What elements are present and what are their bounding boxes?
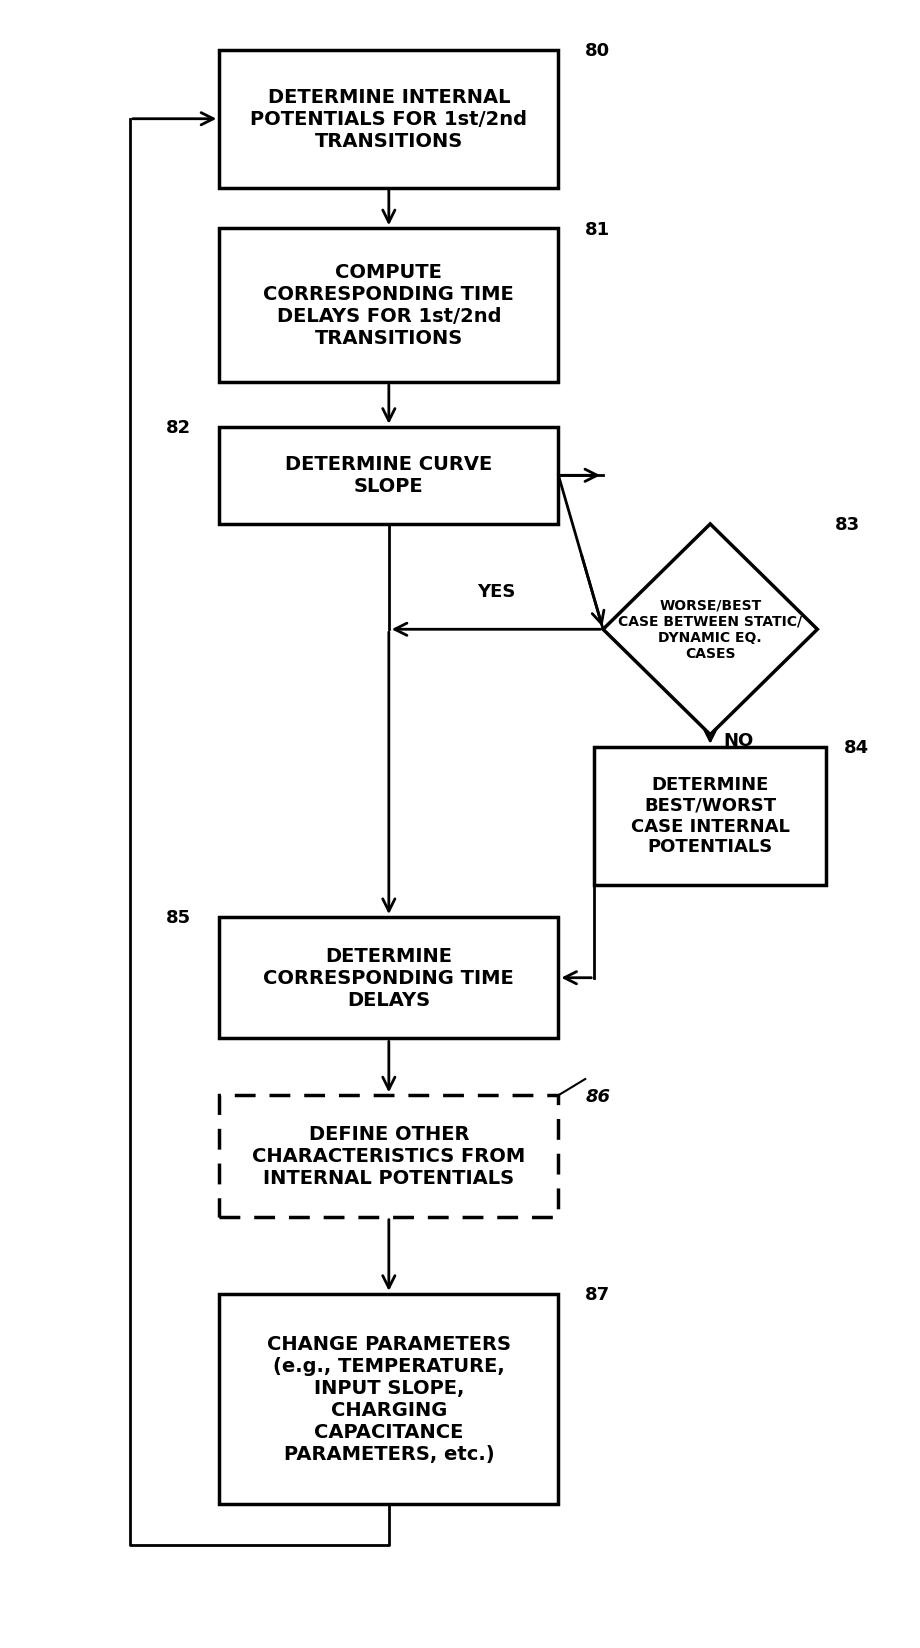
Text: 85: 85 <box>166 910 190 928</box>
Text: CHANGE PARAMETERS
(e.g., TEMPERATURE,
INPUT SLOPE,
CHARGING
CAPACITANCE
PARAMETE: CHANGE PARAMETERS (e.g., TEMPERATURE, IN… <box>267 1335 511 1463</box>
Bar <box>219 1294 558 1505</box>
Text: DETERMINE
BEST/WORST
CASE INTERNAL
POTENTIALS: DETERMINE BEST/WORST CASE INTERNAL POTEN… <box>630 776 789 855</box>
Bar <box>219 229 558 382</box>
Text: YES: YES <box>477 582 515 600</box>
Bar <box>219 427 558 524</box>
Text: DEFINE OTHER
CHARACTERISTICS FROM
INTERNAL POTENTIALS: DEFINE OTHER CHARACTERISTICS FROM INTERN… <box>252 1124 525 1188</box>
Bar <box>219 918 558 1038</box>
Text: 87: 87 <box>585 1285 610 1304</box>
Text: 80: 80 <box>585 43 610 61</box>
Polygon shape <box>603 524 817 735</box>
Text: NO: NO <box>723 732 753 750</box>
Text: DETERMINE CURVE
SLOPE: DETERMINE CURVE SLOPE <box>285 455 492 496</box>
Bar <box>593 747 826 885</box>
Bar <box>219 1096 558 1216</box>
Text: DETERMINE
CORRESPONDING TIME
DELAYS: DETERMINE CORRESPONDING TIME DELAYS <box>263 946 514 1010</box>
Text: 82: 82 <box>166 419 190 437</box>
Bar <box>219 51 558 188</box>
Text: 84: 84 <box>844 738 868 756</box>
Text: 81: 81 <box>585 221 610 239</box>
Text: 86: 86 <box>585 1088 610 1106</box>
Text: WORSE/BEST
CASE BETWEEN STATIC/
DYNAMIC EQ.
CASES: WORSE/BEST CASE BETWEEN STATIC/ DYNAMIC … <box>618 598 802 661</box>
Text: DETERMINE INTERNAL
POTENTIALS FOR 1st/2nd
TRANSITIONS: DETERMINE INTERNAL POTENTIALS FOR 1st/2n… <box>250 87 527 150</box>
Text: COMPUTE
CORRESPONDING TIME
DELAYS FOR 1st/2nd
TRANSITIONS: COMPUTE CORRESPONDING TIME DELAYS FOR 1s… <box>263 264 514 348</box>
Text: 83: 83 <box>834 516 860 534</box>
